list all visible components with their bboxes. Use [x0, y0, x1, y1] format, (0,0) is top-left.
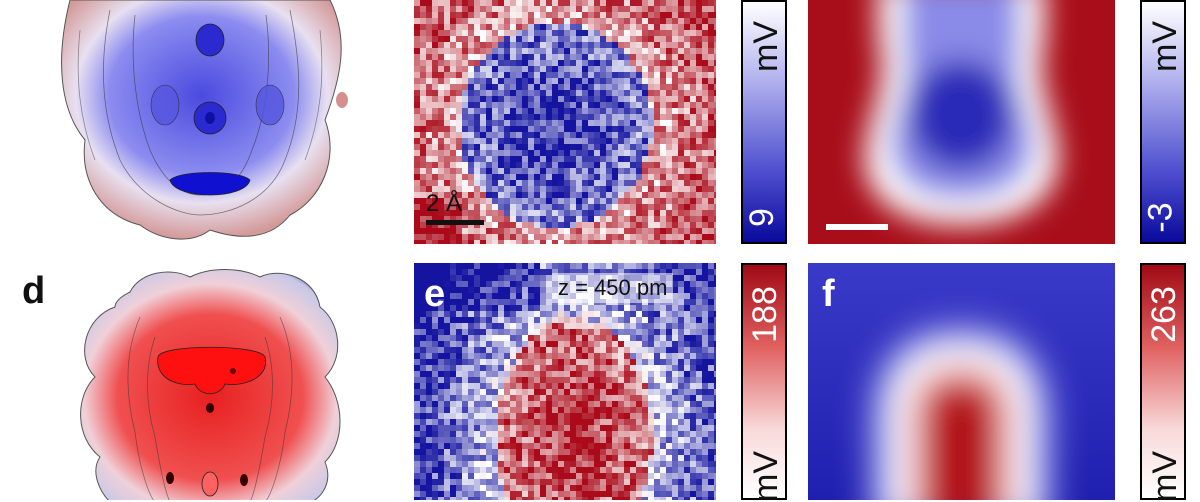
tip-height-label: z = 450 pm — [552, 273, 674, 303]
kpfm-image-bottom: e z = 450 pm — [414, 263, 716, 500]
colorbar-value: -3 — [1141, 202, 1180, 233]
panel-label-f: f — [822, 273, 835, 315]
kpfm-image-top: 2 Å — [414, 0, 716, 244]
simulated-image-bottom: f — [808, 263, 1115, 500]
colorbar-top-left: mV 9 — [741, 0, 787, 244]
esp-molecule-top — [40, 0, 360, 250]
simulated-image-top — [808, 0, 1115, 244]
colorbar-unit: mV — [1146, 21, 1184, 72]
colorbar-value: 188 — [745, 286, 784, 343]
colorbar-top-right: mV -3 — [1140, 0, 1186, 244]
colorbar-bottom-left: 188 mV — [741, 263, 787, 502]
panel-label-d: d — [22, 270, 46, 312]
esp-molecule-bottom — [70, 262, 350, 500]
colorbar-unit: mV — [747, 451, 785, 502]
panel-label-e: e — [424, 273, 446, 315]
colorbar-value: 263 — [1144, 286, 1183, 343]
colorbar-value: 9 — [742, 208, 781, 227]
scale-bar-line — [426, 220, 484, 225]
scale-bar-line — [826, 224, 888, 230]
colorbar-unit: mV — [1146, 451, 1184, 502]
colorbar-unit: mV — [747, 21, 785, 72]
scale-bar-label: 2 Å — [426, 190, 463, 217]
colorbar-bottom-right: 263 mV — [1140, 263, 1186, 502]
scale-bar: 2 Å — [426, 190, 484, 225]
